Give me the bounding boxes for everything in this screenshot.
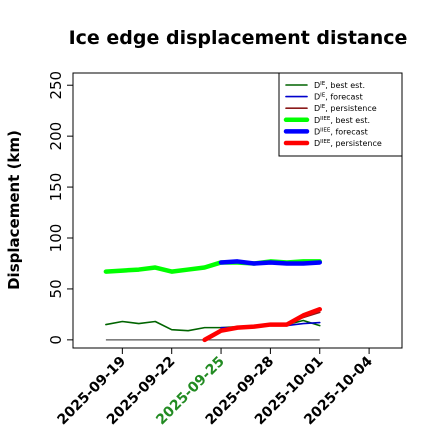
y-tick-label: 0 — [47, 335, 65, 345]
series-line-6 — [202, 307, 322, 343]
legend: DIE, best est. DIE, forecast DIE, persiste… — [278, 72, 403, 157]
y-tick-label: 100 — [47, 224, 65, 253]
legend-entry: DIE, persistence — [314, 104, 377, 113]
legend-entry: DIIEE, best est. — [314, 116, 370, 125]
y-axis-label: Displacement (km) — [5, 130, 23, 290]
legend-entry: DIIEE, persistence — [314, 139, 382, 148]
y-tick-label: 250 — [47, 71, 65, 100]
y-tick-label: 200 — [47, 122, 65, 151]
plot-frame — [72, 72, 403, 349]
legend-entry: DIE, best est. — [314, 81, 365, 90]
series-line-5 — [218, 259, 322, 266]
y-tick-label: 150 — [47, 173, 65, 202]
legend-entry: DIIEE, forecast — [314, 127, 368, 136]
y-tick-label: 50 — [47, 279, 65, 298]
legend-entry: DIE, forecast — [314, 93, 363, 102]
chart-title: Ice edge displacement distance — [69, 27, 408, 49]
